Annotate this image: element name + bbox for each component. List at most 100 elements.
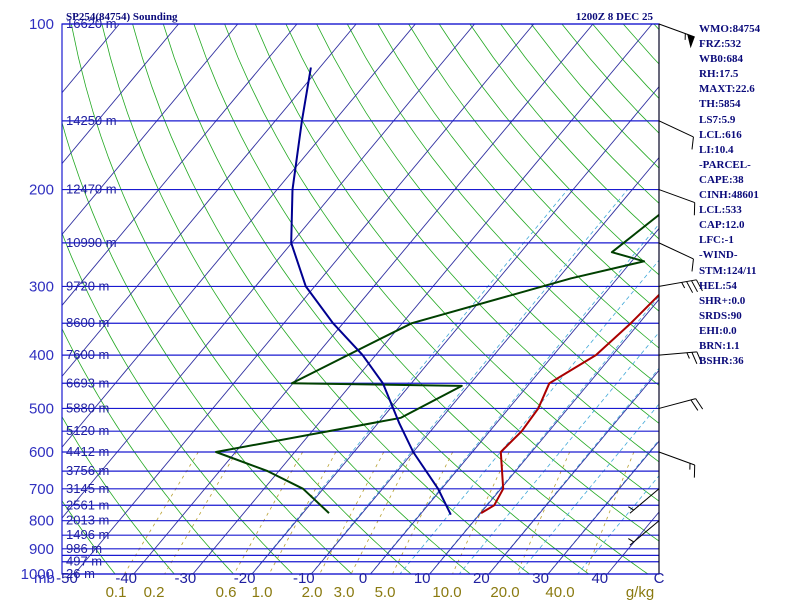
index-line: -PARCEL- xyxy=(699,158,799,173)
pressure-tick-label: 900 xyxy=(29,541,54,558)
wind-barb xyxy=(659,243,693,272)
wind-barb-full xyxy=(692,137,693,150)
wind-barb xyxy=(628,489,659,513)
mixing-ratio-line xyxy=(581,452,634,586)
index-line: BSHR:36 xyxy=(699,354,799,369)
plot-frame xyxy=(62,24,659,574)
index-line: FRZ:532 xyxy=(699,37,799,52)
mixing-ratio-label: 3.0 xyxy=(334,584,355,600)
wind-barb-shaft xyxy=(659,243,693,259)
wind-barb-shaft xyxy=(630,521,659,545)
temperature-tick-label: 40 xyxy=(591,570,608,587)
height-label: 14250 m xyxy=(66,113,117,128)
parcel-line xyxy=(291,68,451,515)
wind-barb-shaft xyxy=(659,280,696,287)
index-line: MAXT:22.6 xyxy=(699,82,799,97)
pressure-unit-label: mb xyxy=(34,570,55,587)
chart-date: 1200Z 8 DEC 25 xyxy=(576,11,654,23)
wind-barb-full xyxy=(687,282,693,293)
wind-barb-full xyxy=(691,281,697,292)
mixing-ratio-label: 0.2 xyxy=(144,584,165,600)
index-line: TH:5854 xyxy=(699,97,799,112)
wind-barb xyxy=(628,521,659,545)
index-line: HEL:54 xyxy=(699,279,799,294)
index-line: STM:124/11 xyxy=(699,264,799,279)
isotherm-line xyxy=(252,24,711,574)
height-label: 3756 m xyxy=(66,463,109,478)
mixing-ratio-line xyxy=(447,452,509,586)
wind-barb xyxy=(659,280,702,293)
mixing-ratio-label: 10.0 xyxy=(432,584,461,600)
index-line: EHI:0.0 xyxy=(699,324,799,339)
height-label: 5120 m xyxy=(66,423,109,438)
pressure-tick-label: 100 xyxy=(29,16,54,33)
height-label: 8600 m xyxy=(66,315,109,330)
wind-barb-shaft xyxy=(659,352,697,355)
mixing-ratio-line xyxy=(314,452,384,586)
pressure-tick-label: 700 xyxy=(29,481,54,498)
index-line: CAP:12.0 xyxy=(699,218,799,233)
mixing-ratio-line xyxy=(345,452,413,586)
temperature-tick-label: -30 xyxy=(175,570,197,587)
wind-barb xyxy=(659,190,695,216)
mixing-ratio-label: 20.0 xyxy=(490,584,519,600)
temperature-tick-label: 0 xyxy=(359,570,367,587)
mixing-ratio-line xyxy=(158,452,237,586)
index-line: WB0:684 xyxy=(699,52,799,67)
wind-barb-half xyxy=(628,539,633,542)
height-label: 4412 m xyxy=(66,444,109,459)
index-line: BRN:1.1 xyxy=(699,339,799,354)
wind-barb-shaft xyxy=(630,489,659,513)
pressure-tick-label: 500 xyxy=(29,400,54,417)
wind-barb-full xyxy=(691,400,698,411)
index-line: LFC:-1 xyxy=(699,233,799,248)
index-line: LCL:533 xyxy=(699,203,799,218)
moist-adiabat-line xyxy=(390,190,717,586)
mixing-ratio-label: g/kg xyxy=(626,584,654,600)
height-label: 2013 m xyxy=(66,513,109,528)
mixing-ratio-line xyxy=(512,452,570,586)
index-line: CINH:48601 xyxy=(699,188,799,203)
wind-barb-half xyxy=(682,282,685,288)
wind-barb xyxy=(659,24,695,48)
isotherm-line xyxy=(134,24,593,574)
height-label: 9720 m xyxy=(66,278,109,293)
temperature-tick-label: 20 xyxy=(473,570,490,587)
index-line: LS7:5.9 xyxy=(699,113,799,128)
index-line: LCL:616 xyxy=(699,128,799,143)
wind-barb-full xyxy=(696,399,703,410)
chart-title: SP254(84754) Sounding xyxy=(66,11,178,23)
wind-barb-shaft xyxy=(659,399,696,409)
pressure-tick-label: 300 xyxy=(29,278,54,295)
mixing-ratio-label: 5.0 xyxy=(375,584,396,600)
height-label: 12470 m xyxy=(66,182,117,197)
wind-barb xyxy=(659,352,702,364)
mixing-ratio-line xyxy=(263,452,336,586)
height-label: 5880 m xyxy=(66,400,109,415)
mixing-ratio-label: 1.0 xyxy=(252,584,273,600)
mixing-ratio-label: 0.1 xyxy=(106,584,127,600)
index-line: WMO:84754 xyxy=(699,22,799,37)
wind-barb xyxy=(659,121,693,150)
mixing-ratio-label: 0.6 xyxy=(216,584,237,600)
index-line: SHR+:0.0 xyxy=(699,294,799,309)
index-line: LI:10.4 xyxy=(699,143,799,158)
height-label: 2561 m xyxy=(66,497,109,512)
wind-barb-shaft xyxy=(659,190,695,203)
wind-barb-shaft xyxy=(659,121,693,137)
index-line: -WIND- xyxy=(699,248,799,263)
wind-barb xyxy=(659,399,703,411)
pressure-tick-label: 600 xyxy=(29,444,54,461)
temperature-tick-label: C xyxy=(654,570,665,587)
pressure-tick-label: 800 xyxy=(29,513,54,530)
wind-barb-full xyxy=(692,352,697,364)
index-line: RH:17.5 xyxy=(699,67,799,82)
index-line: CAPE:38 xyxy=(699,173,799,188)
wind-barb-shaft xyxy=(659,452,695,465)
dry-adiabat-line xyxy=(71,24,423,585)
mixing-ratio-label: 40.0 xyxy=(545,584,574,600)
temperature-tick-label: -50 xyxy=(56,570,78,587)
